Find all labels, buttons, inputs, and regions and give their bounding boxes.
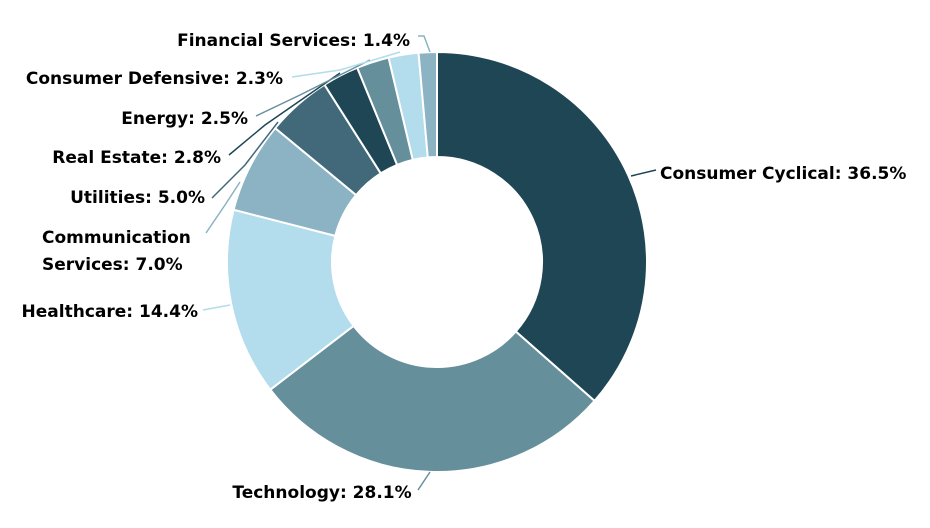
connector-technology xyxy=(417,471,431,491)
label-real-estate: Real Estate: 2.8% xyxy=(52,148,221,168)
label-connectors xyxy=(202,35,657,491)
connector-utilities xyxy=(211,121,279,199)
label-technology: Technology: 28.1% xyxy=(232,483,411,503)
label-consumer-cyclical: Consumer Cyclical: 36.5% xyxy=(660,164,906,184)
label-financial-services: Financial Services: 1.4% xyxy=(177,31,410,51)
connector-consumer-cyclical xyxy=(630,169,657,177)
connector-consumer-defensive xyxy=(291,51,401,78)
slice-technology xyxy=(268,324,596,473)
label-consumer-defensive: Consumer Defensive: 2.3% xyxy=(26,69,283,89)
slice-labels: Consumer Cyclical: 36.5% Technology: 28.1… xyxy=(22,31,907,503)
donut-slices xyxy=(226,50,648,473)
label-energy: Energy: 2.5% xyxy=(121,109,248,129)
connector-energy xyxy=(255,59,371,117)
connector-financial-services xyxy=(418,35,431,53)
label-utilities: Utilities: 5.0% xyxy=(70,188,205,208)
label-healthcare: Healthcare: 14.4% xyxy=(22,302,198,322)
connector-real-estate xyxy=(228,72,341,156)
connector-communication-services xyxy=(205,181,241,234)
connector-healthcare xyxy=(202,304,231,311)
label-communication-services: Communication Services: 7.0% xyxy=(42,228,191,275)
slice-financial-services xyxy=(417,50,438,159)
slice-consumer-cyclical xyxy=(436,50,648,403)
